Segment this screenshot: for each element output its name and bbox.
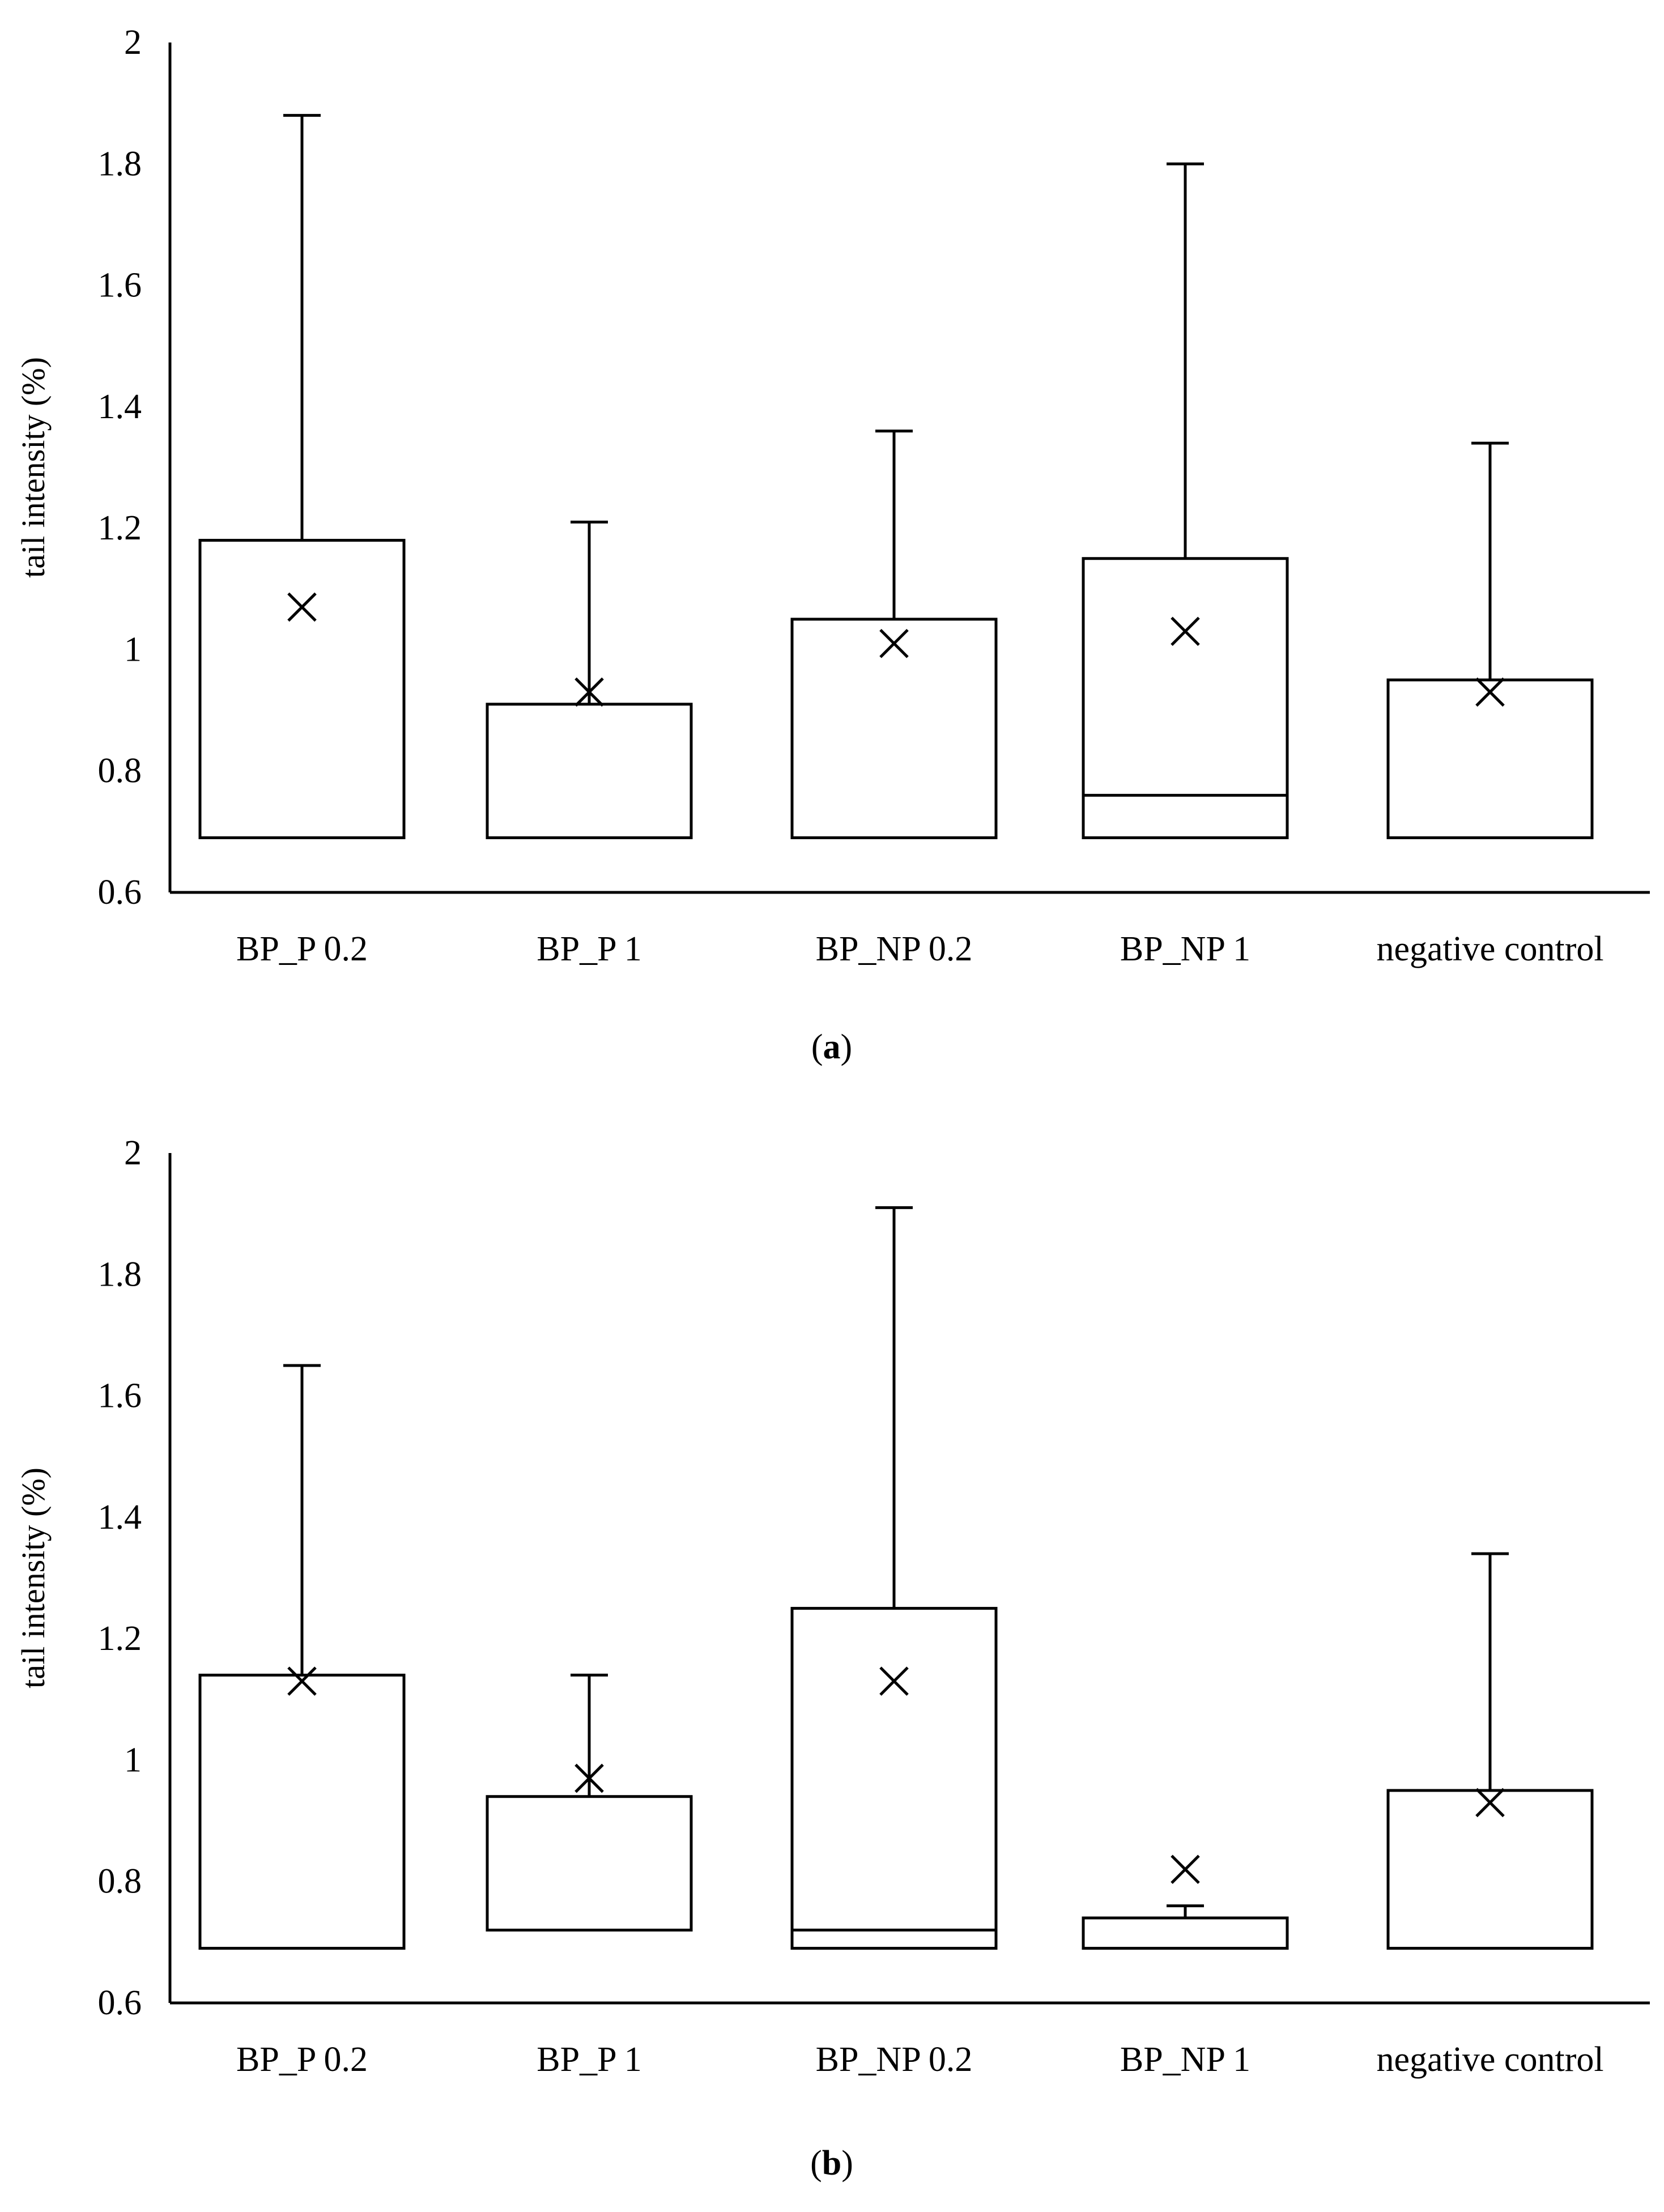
y-tick-label: 1.8 bbox=[98, 1255, 142, 1294]
iqr-box bbox=[1386, 1789, 1594, 1950]
box-1 bbox=[486, 520, 693, 840]
iqr-box bbox=[790, 618, 998, 840]
x-tick-label: BP_NP 1 bbox=[1120, 2040, 1250, 2079]
x-tick-label: negative control bbox=[1376, 2040, 1603, 2079]
y-tick-label: 1.2 bbox=[98, 509, 142, 547]
mean-marker bbox=[1171, 616, 1200, 646]
x-tick-label: BP_P 1 bbox=[537, 930, 642, 968]
iqr-box bbox=[198, 1673, 406, 1950]
mean-marker bbox=[1171, 1854, 1200, 1885]
x-tick-label: BP_NP 1 bbox=[1120, 930, 1250, 968]
box-2 bbox=[790, 1206, 998, 1950]
y-tick-label: 2 bbox=[124, 23, 142, 62]
iqr-box bbox=[486, 703, 693, 840]
caption-letter: b bbox=[822, 2144, 841, 2183]
y-tick-label: 0.8 bbox=[98, 1862, 142, 1901]
mean-marker bbox=[1475, 677, 1505, 707]
iqr-box bbox=[1386, 678, 1594, 840]
panel-caption: (b) bbox=[810, 2144, 853, 2183]
x-tick-label: BP_P 1 bbox=[537, 2040, 642, 2079]
x-tick-label: BP_NP 0.2 bbox=[816, 2040, 973, 2079]
mean-marker-stroke bbox=[574, 677, 604, 707]
x-tick-label: BP_P 0.2 bbox=[236, 2040, 368, 2079]
y-tick-label: 1.6 bbox=[98, 1377, 142, 1415]
box-2 bbox=[790, 429, 998, 840]
mean-marker-stroke bbox=[1475, 677, 1505, 707]
y-tick-label: 1.2 bbox=[98, 1619, 142, 1658]
y-tick-label: 1 bbox=[124, 630, 142, 669]
x-tick-label: BP_NP 0.2 bbox=[816, 930, 973, 968]
iqr-box bbox=[1082, 557, 1289, 840]
mean-marker bbox=[287, 592, 317, 622]
y-tick-label: 1.4 bbox=[98, 388, 142, 426]
y-axis-title: tail intensity (%) bbox=[15, 1467, 52, 1688]
mean-marker bbox=[1475, 1788, 1505, 1818]
caption-close-paren: ) bbox=[841, 1028, 853, 1066]
iqr-box bbox=[198, 539, 406, 840]
chart-panel-a: 0.6 0.8 1 1.2 1.4 1.6 1.8 2 tail intensity (%) BP… bbox=[15, 23, 1650, 1066]
iqr-box bbox=[790, 1607, 998, 1950]
mean-marker bbox=[287, 1666, 317, 1696]
mean-marker-stroke bbox=[1475, 1788, 1505, 1818]
caption-letter: a bbox=[823, 1028, 841, 1066]
mean-marker-stroke bbox=[574, 1763, 604, 1793]
box-3 bbox=[1082, 162, 1289, 840]
mean-marker bbox=[879, 1666, 909, 1696]
box-1 bbox=[486, 1673, 693, 1932]
box-0 bbox=[198, 114, 406, 840]
x-tick-label: BP_P 0.2 bbox=[236, 930, 368, 968]
x-tick-label: negative control bbox=[1376, 930, 1603, 968]
y-axis-title: tail intensity (%) bbox=[15, 357, 52, 578]
y-tick-label: 1.4 bbox=[98, 1498, 142, 1537]
iqr-box bbox=[486, 1795, 693, 1932]
mean-marker bbox=[574, 1763, 604, 1793]
chart-panel-b: 0.6 0.8 1 1.2 1.4 1.6 1.8 2 tail intensity (%) BP… bbox=[15, 1134, 1650, 2183]
mean-marker bbox=[574, 677, 604, 707]
caption-open-paren: ( bbox=[810, 2144, 822, 2183]
mean-marker-stroke bbox=[287, 592, 317, 622]
box-4 bbox=[1386, 1552, 1594, 1950]
caption-open-paren: ( bbox=[811, 1028, 823, 1066]
y-tick-label: 1 bbox=[124, 1741, 142, 1779]
mean-marker-stroke bbox=[1171, 616, 1200, 646]
mean-marker-stroke bbox=[287, 1666, 317, 1696]
box-3 bbox=[1082, 1854, 1289, 1950]
box-0 bbox=[198, 1364, 406, 1950]
y-tick-label: 0.6 bbox=[98, 873, 142, 912]
box-4 bbox=[1386, 441, 1594, 840]
caption-close-paren: ) bbox=[841, 2144, 853, 2183]
mean-marker-stroke bbox=[879, 628, 909, 658]
panel-caption: (a) bbox=[811, 1028, 852, 1066]
y-tick-label: 2 bbox=[124, 1134, 142, 1172]
y-tick-label: 0.6 bbox=[98, 1984, 142, 2022]
y-tick-label: 1.6 bbox=[98, 266, 142, 305]
y-tick-label: 1.8 bbox=[98, 144, 142, 183]
mean-marker-stroke bbox=[1171, 1854, 1200, 1885]
y-tick-label: 0.8 bbox=[98, 752, 142, 790]
mean-marker-stroke bbox=[879, 1666, 909, 1696]
iqr-box bbox=[1082, 1916, 1289, 1950]
mean-marker bbox=[879, 628, 909, 658]
